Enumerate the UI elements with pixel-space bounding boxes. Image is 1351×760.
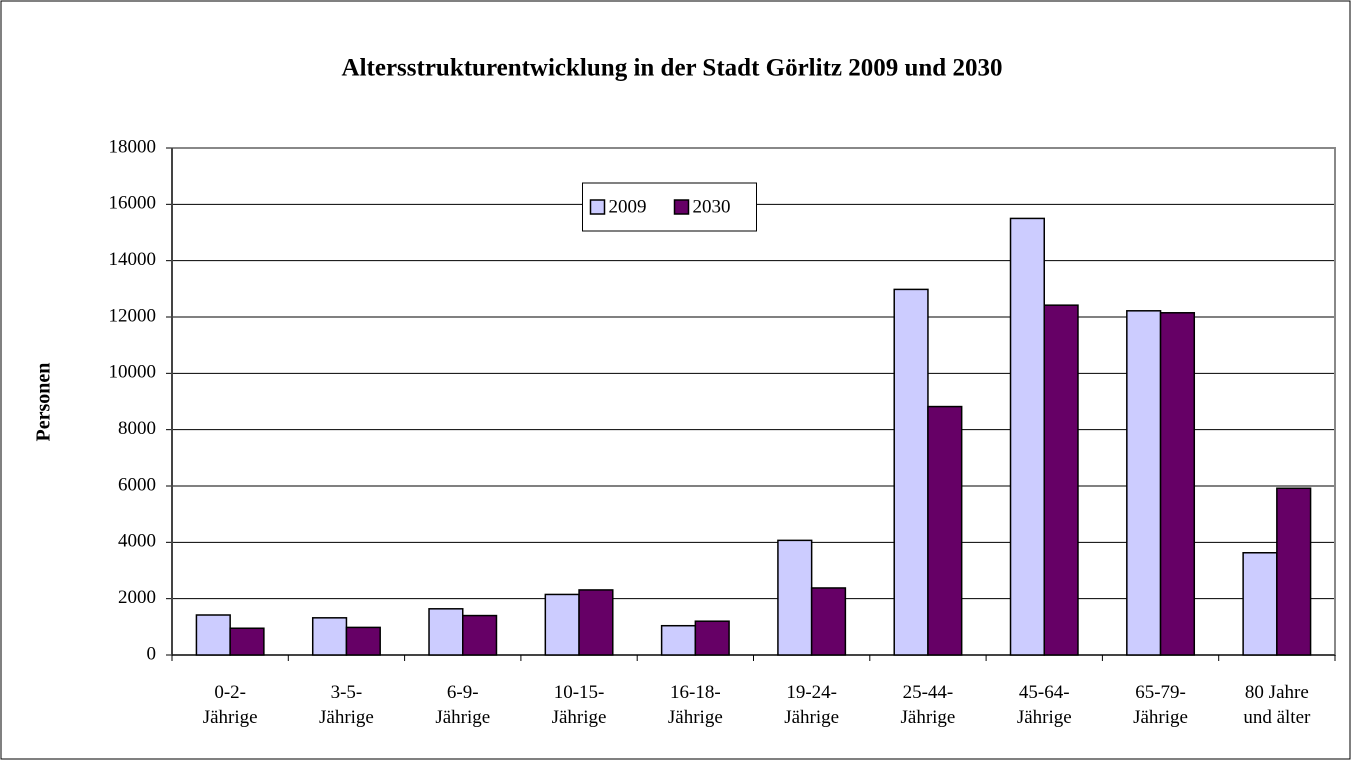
- bar: [777, 539, 813, 656]
- x-tick-label: 6-9-Jährige: [435, 682, 490, 728]
- bar: [311, 617, 348, 656]
- y-tick-label: 10000: [109, 362, 157, 383]
- y-tick-label: 2000: [118, 587, 156, 608]
- y-tick-label: 4000: [118, 531, 156, 552]
- x-tick-label: 19-24-Jährige: [784, 682, 839, 728]
- x-tick-label: 16-18-Jährige: [668, 682, 723, 728]
- y-tick-label: 8000: [118, 418, 156, 439]
- y-tick-label: 6000: [118, 474, 156, 495]
- legend-label: 2030: [693, 196, 731, 217]
- bar: [927, 405, 963, 656]
- bar: [462, 614, 498, 656]
- y-tick-label: 0: [147, 643, 157, 664]
- y-tick-label: 18000: [109, 136, 157, 157]
- y-tick-label: 14000: [109, 249, 157, 270]
- bar: [1126, 310, 1162, 656]
- bar: [1159, 312, 1196, 656]
- x-tick-label: 0-2-Jährige: [203, 682, 258, 728]
- bar: [345, 626, 381, 656]
- legend-swatch: [589, 199, 606, 215]
- bar: [1276, 487, 1312, 656]
- bar: [544, 593, 580, 656]
- bar: [660, 624, 697, 656]
- bar: [1043, 304, 1079, 656]
- x-tick-label: 80 Jahre und älter: [1243, 682, 1311, 728]
- y-tick-label: 16000: [109, 193, 157, 214]
- bar: [1242, 552, 1278, 656]
- x-tick-label: 25-44-Jährige: [901, 682, 956, 728]
- bar: [195, 614, 231, 656]
- bar: [428, 608, 464, 656]
- bar: [893, 288, 929, 656]
- legend-swatch: [673, 199, 690, 215]
- bar: [810, 587, 847, 656]
- legend-label: 2009: [609, 196, 647, 217]
- x-tick-label: 45-64-Jährige: [1017, 682, 1072, 728]
- bar: [578, 589, 614, 656]
- x-tick-label: 65-79-Jährige: [1133, 682, 1188, 728]
- y-axis-label: Personen: [33, 363, 55, 442]
- chart-title: Altersstrukturentwicklung in der Stadt G…: [342, 55, 1003, 82]
- bar: [694, 620, 730, 656]
- y-tick-label: 12000: [109, 305, 157, 326]
- x-tick-label: 10-15-Jährige: [552, 682, 607, 728]
- legend-box: [582, 182, 757, 232]
- bar: [1009, 217, 1046, 656]
- bar: [229, 627, 265, 656]
- x-tick-label: 3-5-Jährige: [319, 682, 374, 728]
